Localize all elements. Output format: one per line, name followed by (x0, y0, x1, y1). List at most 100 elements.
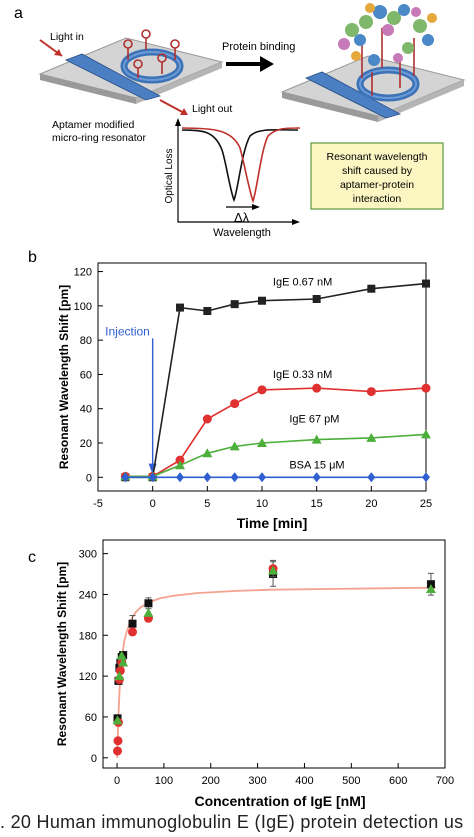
device-label-1: Aptamer modified (52, 119, 134, 131)
data-point (175, 460, 185, 470)
chip-left-side (40, 74, 136, 104)
x-tick-label: -5 (93, 498, 103, 510)
x-tick-label: 5 (204, 498, 210, 510)
waveguide-right (305, 71, 402, 119)
injection-label: Injection (105, 325, 150, 339)
data-point (421, 429, 431, 439)
chart-b-xlabel: Time [min] (237, 515, 308, 531)
device-label-2: micro-ring resonator (52, 132, 146, 144)
data-point (257, 438, 267, 447)
data-point (203, 472, 212, 483)
x-tick-label: 500 (342, 775, 360, 787)
y-tick-label: 240 (79, 589, 97, 601)
data-point (229, 441, 240, 451)
data-point (176, 472, 184, 483)
y-tick-label: 40 (80, 404, 92, 416)
data-point (268, 565, 279, 575)
x-tick-label: 10 (256, 498, 268, 510)
data-point (113, 746, 123, 756)
data-point (112, 715, 123, 725)
protein-binding-arrowhead (260, 56, 274, 72)
series-line (125, 387, 427, 478)
data-point (118, 657, 129, 667)
data-point (114, 671, 125, 681)
box-line-2: shift caused by (342, 165, 413, 177)
data-point (176, 303, 184, 312)
light-in-arrowhead (54, 49, 62, 56)
light-out-arrow (159, 99, 187, 115)
y-tick-label: 180 (79, 630, 97, 642)
data-point (230, 472, 239, 483)
y-tick-label: 60 (85, 712, 97, 724)
data-point (258, 472, 266, 483)
box-line-3: aptamer-protein (340, 179, 414, 191)
explanation-box (310, 142, 444, 210)
x-tick-label: 200 (202, 775, 220, 787)
data-point (312, 295, 321, 303)
data-point (366, 387, 376, 397)
data-point (203, 307, 212, 315)
data-point (230, 300, 239, 309)
chart-c-frame (102, 539, 446, 769)
panel-a-label: a (14, 5, 23, 22)
x-tick-label: 25 (420, 498, 432, 510)
x-tick-label: 0 (150, 498, 156, 510)
series-label: IgE 0.33 nM (273, 369, 332, 381)
delta-arrowhead (252, 204, 260, 210)
spectrum-inset: Δλ Optical Loss Wavelength (164, 118, 301, 239)
data-point (116, 650, 127, 660)
y-tick-label: 100 (74, 301, 92, 313)
data-point (143, 607, 154, 617)
data-point (258, 296, 266, 305)
protein-binding-label: Protein binding (222, 41, 295, 53)
y-tick-label: 120 (79, 671, 97, 683)
data-point (113, 736, 123, 746)
micro-ring-left-highlight (123, 51, 181, 81)
x-tick-label: 600 (389, 775, 407, 787)
spectrum-x-arrow (292, 219, 300, 225)
x-tick-label: 20 (365, 498, 377, 510)
data-point (175, 455, 185, 465)
data-point (425, 584, 436, 594)
data-point (421, 383, 431, 393)
data-point (257, 385, 267, 395)
chip-left-side2 (136, 62, 222, 104)
chip-right-side (282, 92, 378, 122)
fit-curve (116, 586, 436, 758)
y-tick-label: 60 (80, 369, 92, 381)
y-tick-label: 0 (86, 472, 92, 484)
data-point (366, 432, 377, 442)
series-line (125, 433, 427, 478)
data-point (367, 472, 376, 483)
aptamers-left (123, 29, 180, 78)
data-point (312, 383, 322, 393)
data-point (115, 666, 125, 676)
waveguide-left (65, 53, 162, 101)
chart-c: c Concentration of IgE [nM] Resonant Wav… (28, 539, 454, 809)
delta-lambda-label: Δλ (234, 210, 250, 225)
light-out-arrowhead (180, 108, 188, 115)
x-tick-label: 300 (248, 775, 266, 787)
box-line-1: Resonant wavelength (327, 151, 428, 163)
data-point (311, 434, 322, 444)
chart-c-ylabel: Resonant Wavelength Shift [pm] (55, 562, 69, 746)
x-tick-label: 0 (114, 775, 120, 787)
panel-b-label: b (28, 249, 37, 266)
micro-ring-right-highlight (359, 69, 417, 99)
y-tick-label: 80 (80, 335, 92, 347)
data-point (144, 599, 153, 608)
figure-caption: . 20 Human immunoglobulin E (IgE) protei… (0, 812, 464, 832)
y-tick-label: 120 (74, 267, 92, 279)
x-tick-label: 400 (295, 775, 313, 787)
panel-a: a Light in Light out Aptamer modified mi… (14, 3, 466, 239)
data-point (121, 472, 130, 483)
chart-b: b Time [min] Resonant Wavelength Shift [… (28, 249, 432, 531)
light-in-label: Light in (50, 31, 84, 43)
series-label: BSA 15 μM (289, 460, 344, 472)
y-tick-label: 0 (91, 753, 97, 765)
data-point (202, 448, 213, 458)
y-tick-label: 20 (80, 438, 92, 450)
data-point (128, 619, 137, 628)
data-point (148, 472, 157, 483)
